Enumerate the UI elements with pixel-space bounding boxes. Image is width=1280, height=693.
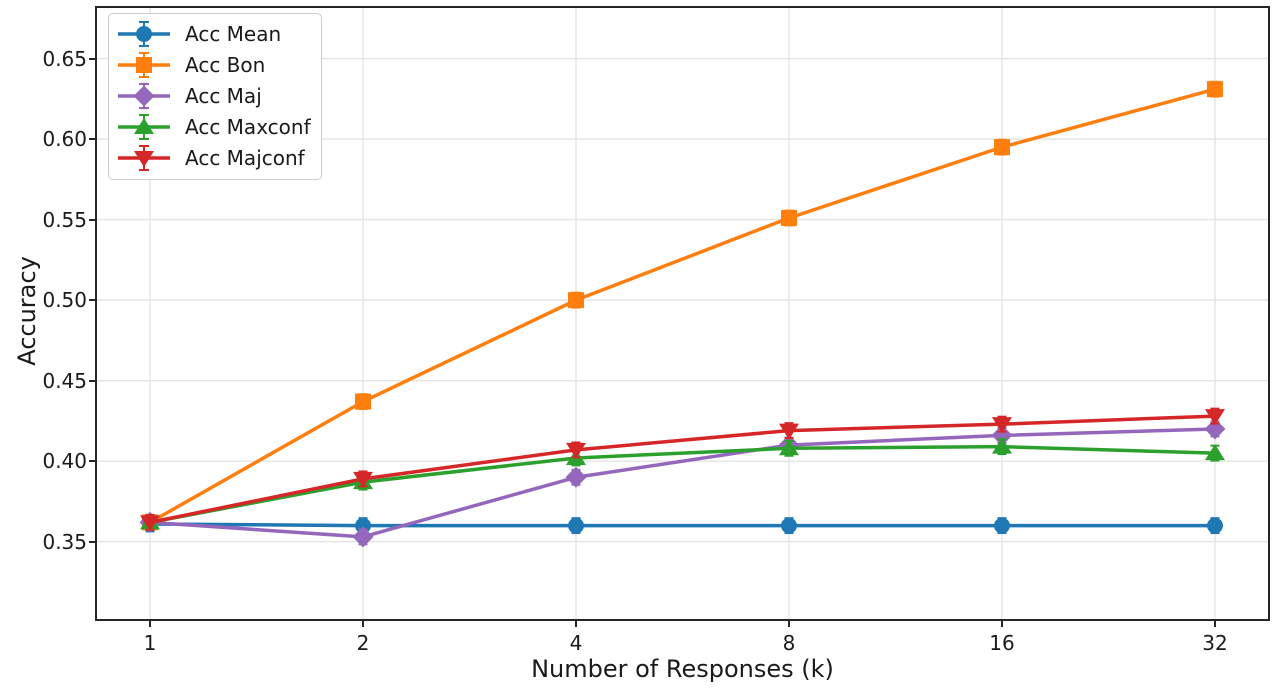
x-tick-mark — [787, 621, 790, 627]
marker-triangle-down — [778, 423, 799, 440]
marker-diamond — [1204, 418, 1226, 440]
x-tick-mark — [575, 621, 577, 627]
y-tick-mark — [89, 57, 95, 60]
x-tick-label-16: 16 — [989, 631, 1015, 655]
y-tick-mark — [89, 460, 95, 463]
legend-label: Acc Mean — [185, 21, 282, 46]
x-tick-label-2: 2 — [356, 631, 370, 655]
y-tick-mark — [89, 379, 95, 382]
x-tick-mark — [149, 621, 152, 627]
marker-triangle-down — [140, 515, 161, 532]
x-tick-mark — [1213, 621, 1216, 627]
marker-square — [1206, 81, 1223, 98]
circle-legend-marker-icon — [118, 20, 170, 47]
legend-item-acc-maj: Acc Maj — [117, 80, 321, 111]
marker-triangle-up — [778, 439, 799, 456]
x-tick-label-4: 4 — [569, 631, 583, 655]
legend: Acc Mean Acc Bon Acc Maj Acc Maxconf Acc Maj… — [108, 13, 322, 180]
triangle-down-legend-marker-icon — [118, 144, 170, 171]
marker-square — [355, 393, 372, 410]
y-tick-label-0.45: 0.45 — [42, 368, 87, 393]
chart-canvas — [97, 8, 1268, 619]
series-line-acc-maj — [148, 427, 1217, 539]
y-tick-label-0.55: 0.55 — [42, 207, 87, 232]
legend-label: Acc Maj — [185, 83, 262, 108]
marker-square — [568, 292, 585, 309]
marker-square — [780, 210, 797, 227]
y-tick-label-0.60: 0.60 — [42, 127, 87, 152]
y-tick-mark — [89, 540, 95, 543]
marker-diamond — [352, 526, 374, 548]
gridlines — [97, 8, 1268, 619]
legend-label: Acc Bon — [185, 52, 266, 77]
y-tick-mark — [89, 218, 95, 221]
y-tick-label-0.35: 0.35 — [42, 529, 87, 554]
marker-circle — [993, 517, 1010, 534]
x-axis-label: Number of Responses (k) — [531, 655, 834, 683]
marker-triangle-down — [991, 417, 1012, 434]
legend-item-acc-bon: Acc Bon — [117, 49, 321, 80]
series-acc-maxconf — [140, 437, 1225, 531]
x-tick-label-8: 8 — [782, 631, 796, 655]
marker-circle — [780, 517, 797, 534]
x-tick-label-1: 1 — [143, 631, 157, 655]
legend-label: Acc Majconf — [185, 145, 305, 170]
x-tick-label-32: 32 — [1202, 631, 1228, 655]
marker-circle — [1206, 517, 1223, 534]
marker-triangle-up — [991, 437, 1012, 454]
series-line-acc-majconf — [148, 414, 1217, 525]
y-tick-label-0.40: 0.40 — [42, 449, 87, 474]
marker-triangle-down — [353, 471, 374, 488]
legend-label: Acc Maxconf — [185, 114, 311, 139]
series-acc-majconf — [140, 407, 1225, 532]
x-tick-mark — [362, 621, 365, 627]
square-legend-marker-icon — [118, 51, 170, 78]
marker-diamond — [991, 424, 1013, 446]
series-acc-mean — [142, 515, 1223, 535]
triangle-up-legend-marker-icon — [118, 113, 170, 140]
legend-item-acc-maxconf: Acc Maxconf — [117, 111, 321, 142]
y-tick-label-0.65: 0.65 — [42, 46, 87, 71]
series-line-acc-bon — [148, 87, 1217, 525]
series-line-acc-mean — [148, 522, 1217, 528]
y-tick-mark — [89, 138, 95, 141]
marker-triangle-up — [1204, 444, 1225, 461]
x-tick-mark — [1000, 621, 1003, 627]
marker-triangle-down — [1204, 409, 1225, 426]
marker-triangle-down — [566, 442, 587, 459]
legend-item-acc-majconf: Acc Majconf — [117, 142, 321, 173]
marker-square — [993, 139, 1010, 156]
legend-item-acc-mean: Acc Mean — [117, 18, 321, 49]
marker-circle — [568, 517, 585, 534]
marker-diamond — [565, 466, 587, 488]
y-tick-mark — [89, 299, 95, 302]
y-tick-label-0.50: 0.50 — [42, 288, 87, 313]
series-line-acc-maxconf — [148, 444, 1217, 525]
diamond-legend-marker-icon — [118, 82, 170, 109]
